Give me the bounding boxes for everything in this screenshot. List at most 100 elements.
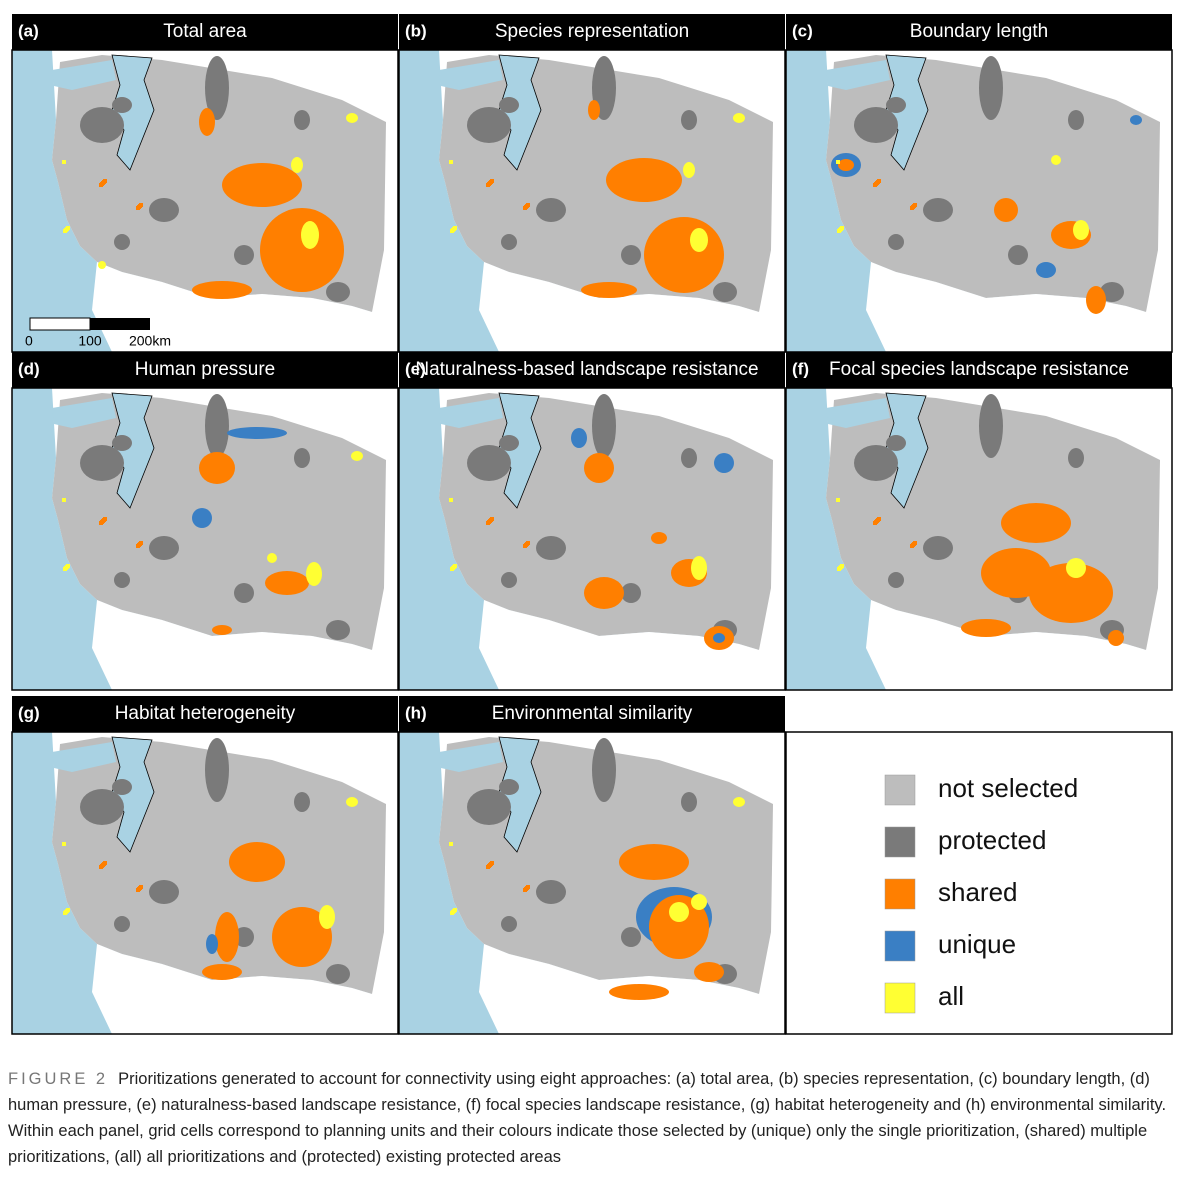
scale-bar-black xyxy=(90,318,150,330)
strait xyxy=(439,398,503,428)
map xyxy=(399,732,785,1034)
selected-cell xyxy=(449,498,453,502)
protected-area xyxy=(888,234,904,250)
protected-area xyxy=(234,927,254,947)
protected-area xyxy=(1008,245,1028,265)
selected-area xyxy=(291,157,303,173)
selected-area xyxy=(619,844,689,880)
protected-area xyxy=(621,245,641,265)
land-south xyxy=(92,600,380,690)
protected-area xyxy=(681,448,697,468)
selected-area xyxy=(192,508,212,528)
selected-cell xyxy=(62,498,66,502)
protected-area xyxy=(1068,448,1084,468)
panel-header xyxy=(12,14,398,50)
selected-cell xyxy=(449,160,453,164)
panel-title: Focal species landscape resistance xyxy=(829,359,1129,380)
selected-area xyxy=(222,163,302,207)
panel-label: (h) xyxy=(405,703,427,722)
map xyxy=(12,50,398,352)
map xyxy=(786,50,1172,352)
strait xyxy=(439,742,503,772)
legend-swatch xyxy=(884,774,916,806)
selected-area xyxy=(229,842,285,882)
selected-area xyxy=(581,282,637,298)
protected-area xyxy=(979,56,1003,120)
selected-area xyxy=(994,198,1018,222)
scale-bar-label: 100 xyxy=(78,333,102,349)
protected-area xyxy=(205,56,229,120)
protected-area xyxy=(467,445,511,481)
panel-label: (d) xyxy=(18,359,40,378)
panel-header xyxy=(12,352,398,388)
selected-area xyxy=(267,553,277,563)
map-border xyxy=(398,387,786,691)
legend-label: unique xyxy=(938,929,1016,959)
panel-title: Boundary length xyxy=(910,21,1048,42)
protected-area xyxy=(1068,110,1084,130)
selected-area xyxy=(1066,558,1086,578)
panel-title: Species representation xyxy=(495,21,689,42)
land-south xyxy=(479,262,767,352)
selected-area xyxy=(1073,220,1089,240)
selected-area xyxy=(346,797,358,807)
protected-area xyxy=(326,282,350,302)
selected-area xyxy=(319,905,335,929)
selected-area xyxy=(1086,286,1106,314)
selected-area xyxy=(733,797,745,807)
strait xyxy=(52,398,116,428)
selected-area xyxy=(1051,155,1061,165)
panel-header xyxy=(786,14,1172,50)
selected-area xyxy=(838,159,854,171)
protected-area xyxy=(854,445,898,481)
scale-bar-label: 200km xyxy=(129,333,171,349)
protected-area xyxy=(205,738,229,802)
protected-area xyxy=(294,792,310,812)
selected-area xyxy=(584,577,624,609)
panel-label: (a) xyxy=(18,21,39,40)
protected-area xyxy=(112,779,132,795)
protected-area xyxy=(234,583,254,603)
protected-area xyxy=(979,394,1003,458)
land-south xyxy=(479,600,767,690)
panel-header xyxy=(399,696,785,732)
selected-area xyxy=(1108,630,1124,646)
selected-cell xyxy=(62,160,66,164)
strait xyxy=(439,60,503,90)
selected-area xyxy=(649,895,709,959)
selected-area xyxy=(199,108,215,136)
protected-area xyxy=(501,234,517,250)
panel-header xyxy=(399,14,785,50)
selected-cell xyxy=(526,541,530,545)
selected-area xyxy=(199,452,235,484)
map xyxy=(399,50,785,352)
protected-area xyxy=(923,536,953,560)
caption: FIGURE 2 Prioritizations generated to acc… xyxy=(8,1066,1180,1170)
protected-area xyxy=(114,234,130,250)
selected-area xyxy=(227,427,287,439)
selected-area xyxy=(98,261,106,269)
panel-label: (e) xyxy=(405,359,426,378)
strait xyxy=(826,398,890,428)
selected-area xyxy=(301,221,319,249)
legend-swatch xyxy=(884,826,916,858)
selected-area xyxy=(1036,262,1056,278)
selected-cell xyxy=(836,160,840,164)
panel-label: (f) xyxy=(792,359,809,378)
selected-cell xyxy=(836,498,840,502)
selected-cell xyxy=(66,908,70,912)
selected-area xyxy=(206,934,218,954)
protected-area xyxy=(713,282,737,302)
protected-area xyxy=(114,916,130,932)
selected-cell xyxy=(103,861,107,865)
protected-area xyxy=(621,927,641,947)
panel-title: Naturalness-based landscape resistance xyxy=(415,359,758,380)
protected-area xyxy=(467,789,511,825)
map xyxy=(399,388,785,690)
protected-area xyxy=(149,536,179,560)
selected-area xyxy=(690,228,708,252)
legend-swatch xyxy=(884,982,916,1014)
map-border xyxy=(398,731,786,1035)
protected-area xyxy=(112,97,132,113)
